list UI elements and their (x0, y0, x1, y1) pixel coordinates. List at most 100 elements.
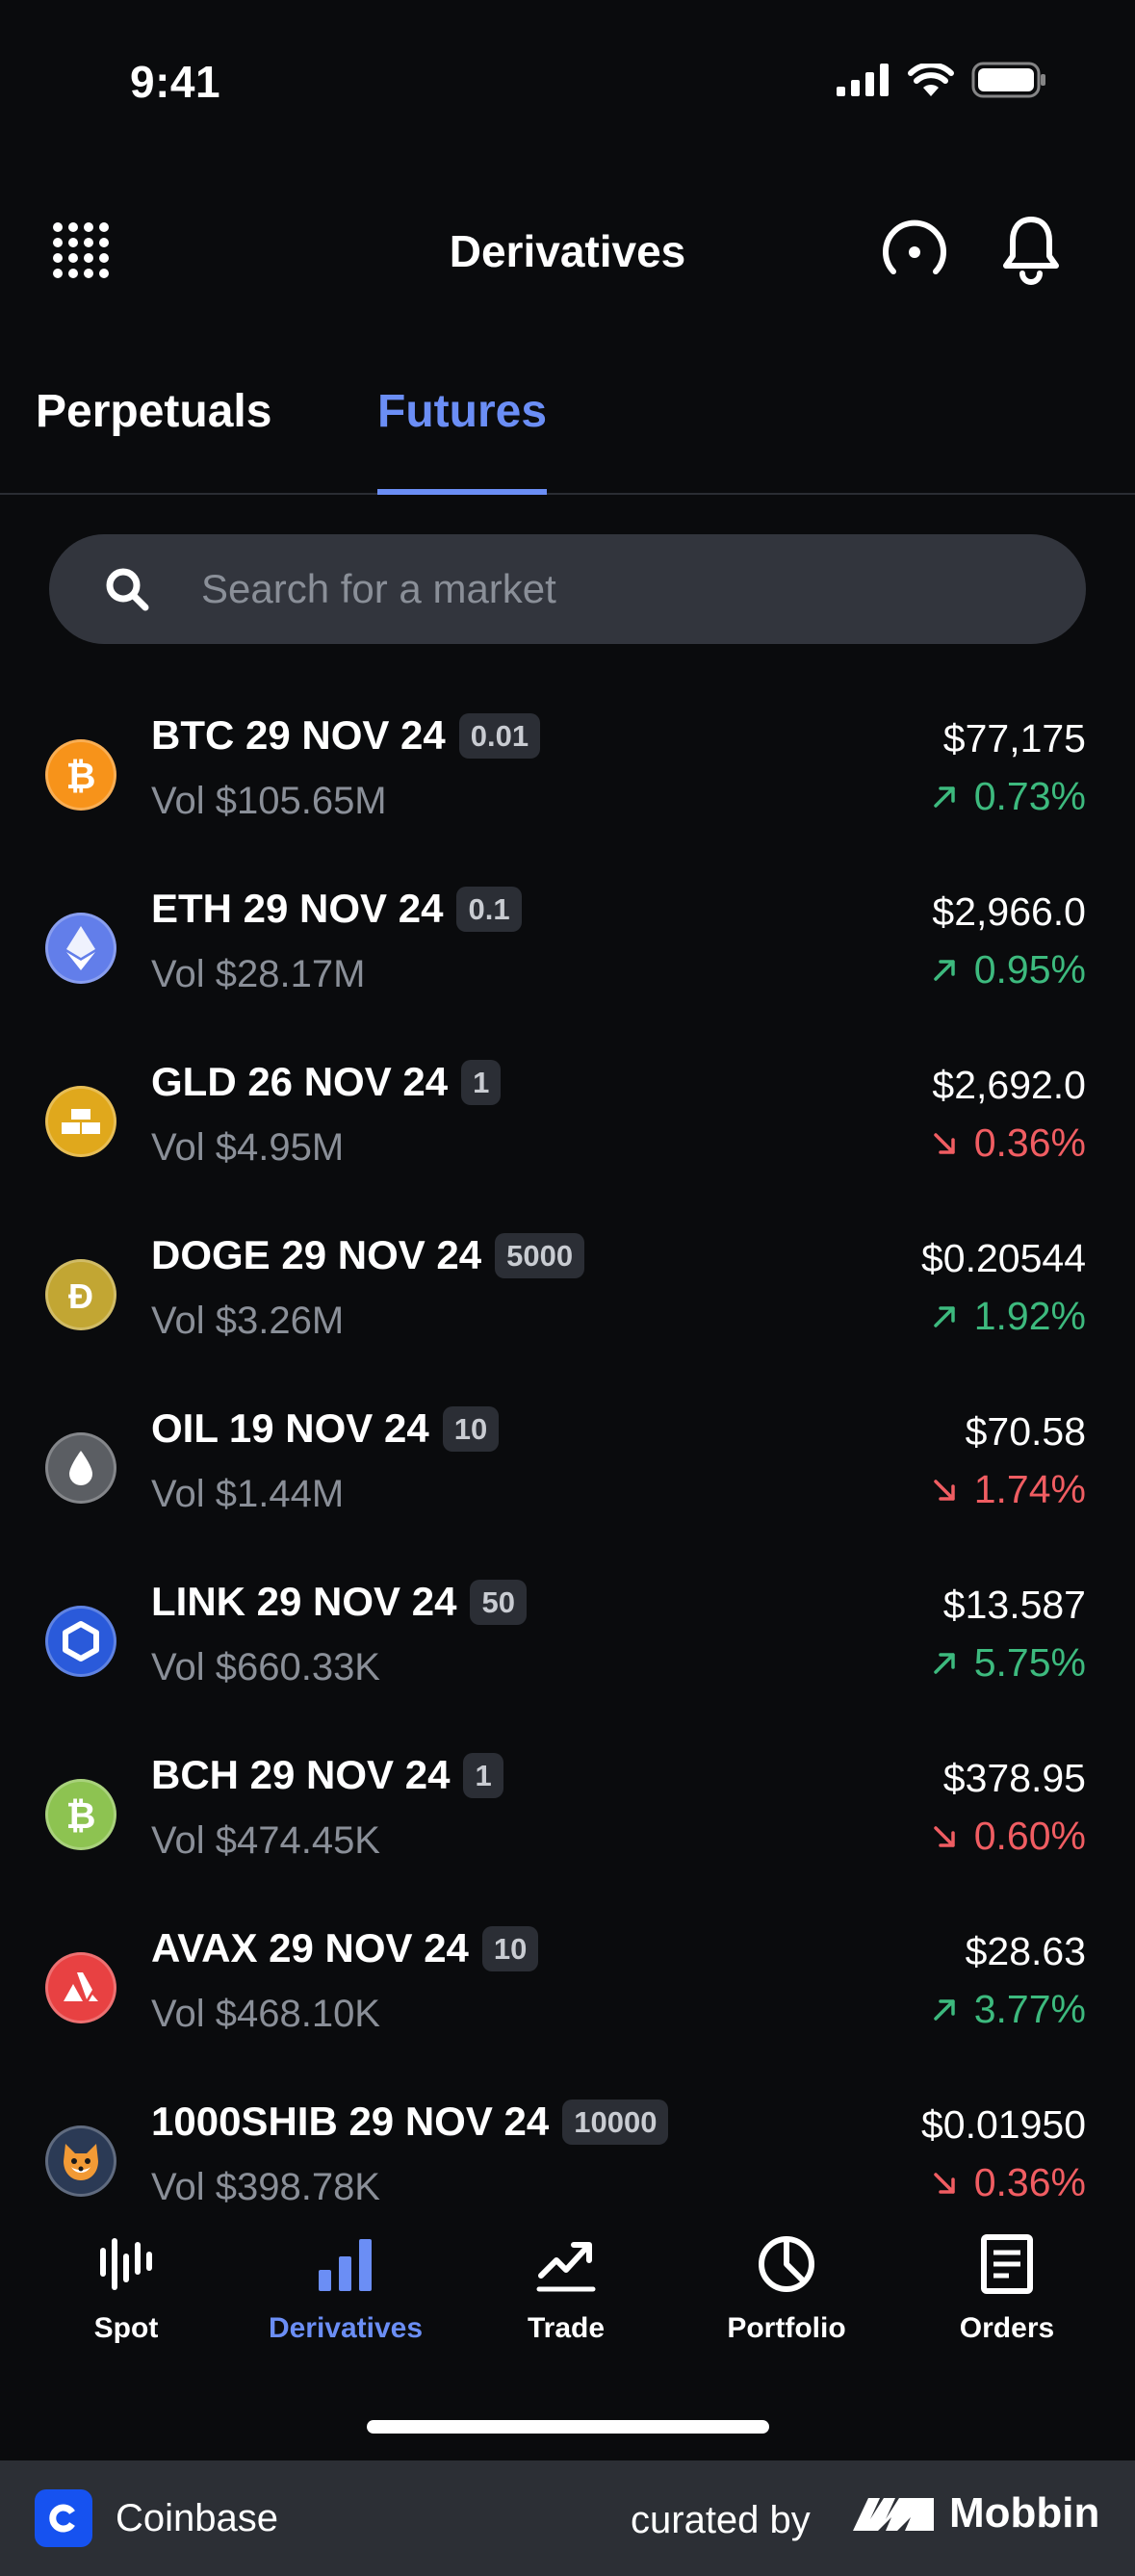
nav-orders[interactable]: Orders (911, 2233, 1103, 2345)
notifications-button[interactable] (1001, 214, 1061, 285)
price-change-value: 1.74% (973, 1467, 1086, 1511)
market-name: GLD 26 NOV 24 (151, 1059, 449, 1104)
nav-label: Trade (527, 2312, 606, 2344)
market-name: BTC 29 NOV 24 (151, 712, 446, 758)
ethereum-icon (45, 913, 116, 984)
market-name: 1000SHIB 29 NOV 24 (151, 2099, 550, 2144)
arrow-down-right-icon (933, 1132, 955, 1154)
market-price: $2,966.0 (932, 889, 1086, 934)
status-icons (837, 62, 1046, 98)
dogecoin-icon: Ð (45, 1259, 116, 1330)
price-change: 1.92% (932, 1294, 1086, 1339)
grid-menu-icon (53, 222, 109, 278)
market-name: BCH 29 NOV 24 (151, 1752, 451, 1797)
market-tabs: Perpetuals Futures (0, 375, 1135, 495)
page-title: Derivatives (449, 226, 686, 276)
search-bar[interactable] (49, 534, 1086, 644)
arrow-down-right-icon (933, 2172, 955, 2194)
market-volume: Vol $1.44M (151, 1473, 345, 1515)
chainlink-icon (45, 1606, 116, 1677)
contract-size-badge: 50 (470, 1579, 527, 1625)
app-name: Coinbase (116, 2497, 279, 2539)
price-change-value: 0.95% (973, 947, 1086, 992)
search-icon (106, 568, 149, 611)
bottom-nav: Spot Derivatives Trade Portfolio Ord (0, 2204, 1135, 2349)
arrow-down-right-icon (933, 1825, 955, 1847)
price-change-value: 0.73% (973, 774, 1086, 818)
trend-line-icon (536, 2242, 596, 2292)
market-name: ETH 29 NOV 24 (151, 886, 444, 931)
market-volume: Vol $3.26M (151, 1300, 345, 1342)
cellular-signal-icon (837, 64, 889, 96)
list-item[interactable]: AVAX 29 NOV 24 10 Vol $468.10K $28.63 3.… (0, 1896, 1135, 2070)
wifi-icon (908, 64, 954, 96)
market-volume: Vol $660.33K (151, 1646, 380, 1688)
contract-size-badge: 10 (442, 1405, 500, 1452)
price-change-value: 0.36% (973, 2160, 1086, 2204)
price-change: 0.73% (932, 774, 1086, 819)
list-item[interactable]: ₿ BCH 29 NOV 24 1 Vol $474.45K $378.95 0… (0, 1723, 1135, 1896)
market-list: ₿ BTC 29 NOV 24 0.01 Vol $105.65M $77,17… (0, 683, 1135, 2204)
market-price: $13.587 (942, 1583, 1086, 1627)
avalanche-icon (45, 1952, 116, 2023)
market-price: $28.63 (965, 1929, 1086, 1973)
document-icon (981, 2234, 1033, 2294)
list-item[interactable]: 1000SHIB 29 NOV 24 10000 Vol $398.78K $0… (0, 2070, 1135, 2204)
price-change-value: 0.60% (973, 1814, 1086, 1858)
svg-text:₿: ₿ (66, 757, 96, 796)
nav-derivatives[interactable]: Derivatives (249, 2233, 442, 2345)
gold-bars-icon (45, 1086, 116, 1157)
nav-spot[interactable]: Spot (30, 2233, 222, 2345)
list-item[interactable]: LINK 29 NOV 24 50 Vol $660.33K $13.587 5… (0, 1550, 1135, 1723)
bell-icon (1003, 217, 1059, 285)
contract-size-badge: 0.1 (456, 886, 522, 932)
arrow-up-right-icon (933, 959, 955, 981)
bitcoin-icon: ₿ (45, 739, 116, 811)
status-time: 9:41 (130, 57, 221, 107)
gauge-icon (883, 219, 946, 274)
market-price: $0.01950 (920, 2102, 1086, 2147)
arrow-down-right-icon (933, 1479, 955, 1501)
market-name: LINK 29 NOV 24 (151, 1579, 457, 1624)
price-change-value: 3.77% (973, 1987, 1086, 2031)
contract-size-badge: 0.01 (458, 712, 541, 759)
list-item[interactable]: Ð DOGE 29 NOV 24 5000 Vol $3.26M $0.2054… (0, 1203, 1135, 1377)
nav-trade[interactable]: Trade (470, 2233, 662, 2345)
price-change: 1.74% (932, 1467, 1086, 1512)
market-volume: Vol $105.65M (151, 780, 387, 822)
mobbin-brand: Mobbin (851, 2489, 1099, 2537)
market-price: $378.95 (942, 1756, 1086, 1800)
nav-label: Portfolio (727, 2312, 846, 2344)
arrow-up-right-icon (933, 1998, 955, 2021)
tab-perpetuals[interactable]: Perpetuals (36, 386, 272, 437)
nav-portfolio[interactable]: Portfolio (690, 2233, 883, 2345)
list-item[interactable]: ETH 29 NOV 24 0.1 Vol $28.17M $2,966.0 0… (0, 857, 1135, 1030)
price-change: 0.36% (932, 2160, 1086, 2204)
price-change: 0.36% (932, 1121, 1086, 1166)
oil-drop-icon (45, 1432, 116, 1504)
market-price: $2,692.0 (932, 1063, 1086, 1107)
curated-by-label: curated by (631, 2499, 811, 2541)
price-change: 5.75% (932, 1640, 1086, 1686)
arrow-up-right-icon (933, 786, 955, 808)
svg-text:Ð: Ð (68, 1276, 93, 1316)
market-volume: Vol $398.78K (151, 2166, 380, 2204)
market-name: OIL 19 NOV 24 (151, 1405, 429, 1451)
apps-grid-button[interactable] (50, 219, 112, 281)
search-input[interactable] (201, 555, 1048, 623)
price-alerts-button[interactable] (880, 216, 949, 285)
list-item[interactable]: GLD 26 NOV 24 1 Vol $4.95M $2,692.0 0.36… (0, 1030, 1135, 1203)
list-item[interactable]: OIL 19 NOV 24 10 Vol $1.44M $70.58 1.74% (0, 1377, 1135, 1550)
market-name: AVAX 29 NOV 24 (151, 1925, 469, 1971)
arrow-up-right-icon (933, 1305, 955, 1327)
price-change-value: 5.75% (973, 1640, 1086, 1685)
svg-text:₿: ₿ (66, 1796, 96, 1836)
tab-futures[interactable]: Futures (377, 385, 548, 495)
price-change: 0.95% (932, 947, 1086, 992)
market-price: $77,175 (942, 716, 1086, 760)
price-change-value: 1.92% (973, 1294, 1086, 1338)
footer-bar: Coinbase curated by Mobbin (0, 2460, 1135, 2576)
bitcoin-cash-icon: ₿ (45, 1779, 116, 1850)
list-item[interactable]: ₿ BTC 29 NOV 24 0.01 Vol $105.65M $77,17… (0, 683, 1135, 857)
market-name: DOGE 29 NOV 24 (151, 1232, 482, 1277)
